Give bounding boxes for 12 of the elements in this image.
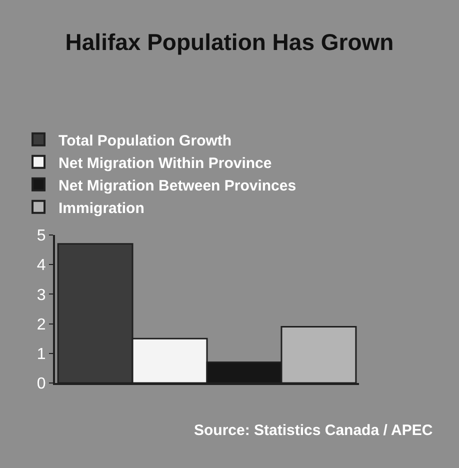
source-note: Source: Statistics Canada / APEC (194, 422, 433, 439)
y-tick-label: 0 (36, 376, 46, 393)
y-tick-label: 5 (36, 228, 46, 245)
chart-title: Halifax Population Has Grown (65, 29, 394, 56)
legend-label: Total Population Growth (58, 132, 232, 150)
legend-label: Immigration (58, 200, 144, 217)
y-tick-label: 1 (36, 346, 46, 363)
legend-label: Net Migration Between Provinces (58, 177, 296, 194)
y-tick-label: 3 (36, 286, 46, 304)
y-tick-label: 2 (36, 316, 46, 334)
legend-label: Net Migration Within Province (58, 154, 272, 172)
y-tick-label: 4 (36, 257, 46, 274)
